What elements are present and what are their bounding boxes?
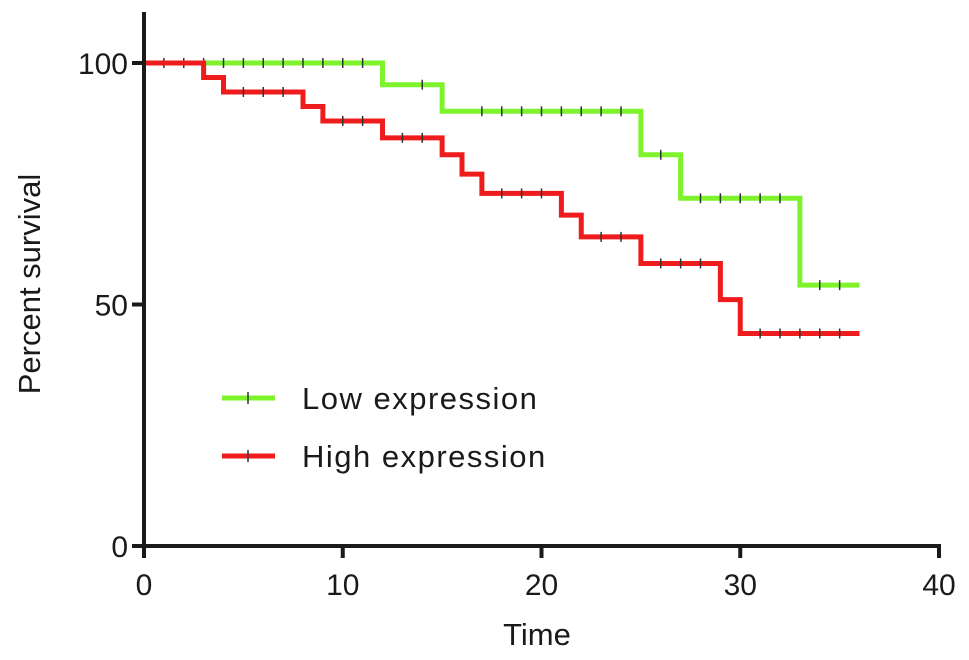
x-tick-label: 40 [922,569,955,602]
legend-label: Low expression [302,381,538,416]
x-tick-label: 20 [525,569,558,602]
ticks-layer: 0 10 20 30 40 0 50 100 [78,48,956,602]
series-line-low-expression [144,60,860,288]
series-layer [144,58,860,339]
y-axis-title: Percent survival [12,174,47,395]
x-axis-title: Time [503,617,571,652]
y-tick-label: 50 [95,290,128,323]
x-tick-label: 10 [326,569,359,602]
y-tick-label: 0 [111,531,128,564]
x-tick-label: 30 [724,569,757,602]
legend-label: High expression [302,439,547,474]
x-tick-label: 0 [136,569,153,602]
y-tick-label: 100 [78,48,128,81]
legend: Low expression High expression [222,381,547,474]
